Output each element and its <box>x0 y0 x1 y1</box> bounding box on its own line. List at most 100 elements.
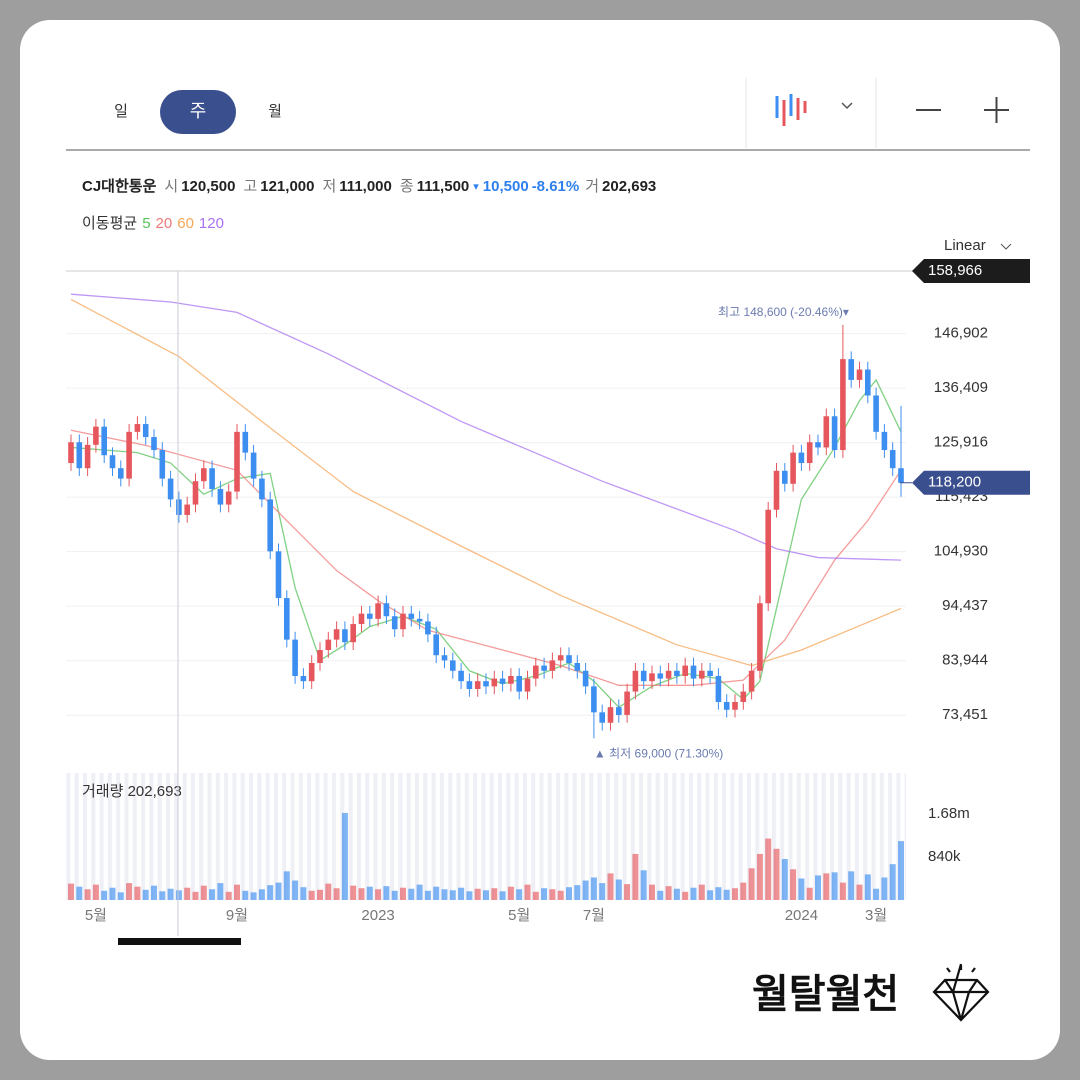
candle-body <box>707 670 713 676</box>
stock-name: CJ대한통운 <box>82 178 157 195</box>
volume-bar <box>358 888 365 900</box>
volume-bar <box>167 888 174 900</box>
candle-body <box>250 452 257 479</box>
candle-body <box>806 442 813 464</box>
quote-line: CJ대한통운 시 120,500 고 121,000 저 111,000 종 111,500 ▾ 1… <box>82 178 656 195</box>
price-tag <box>912 259 1030 283</box>
tab[interactable]: 월 <box>268 103 282 120</box>
volume-bar <box>507 886 514 900</box>
candle-body <box>159 450 166 479</box>
ma-legend-item: 120 <box>199 215 224 232</box>
x-tick-label: 2023 <box>361 907 394 924</box>
volume-bar <box>209 889 216 900</box>
candle-body <box>317 650 323 663</box>
volume-bar <box>101 890 108 900</box>
volume-bar <box>864 874 871 900</box>
volume-bar <box>466 891 473 900</box>
volume-bar <box>848 871 855 900</box>
volume-bar <box>690 887 697 900</box>
volume-bar <box>258 889 265 900</box>
volume-bar <box>756 853 763 900</box>
min-annotation: ▲ 최저 69,000 (71.30%) <box>594 746 723 760</box>
candle-body <box>491 678 498 687</box>
volume-bar <box>839 882 846 900</box>
x-tick-label: 2024 <box>785 907 818 924</box>
candle-body <box>616 707 622 715</box>
candle-body <box>416 618 423 622</box>
tab[interactable]: 주 <box>190 101 207 121</box>
change-arrow: ▾ <box>473 181 479 193</box>
scale-chevron[interactable] <box>1000 243 1012 250</box>
volume-bar <box>375 889 382 900</box>
tab[interactable]: 일 <box>114 103 128 120</box>
volume-bar <box>317 889 323 900</box>
card <box>20 20 1060 1060</box>
volume-bar <box>325 883 332 900</box>
y-tick-label: 104,930 <box>934 543 988 560</box>
volume-bar <box>458 887 465 900</box>
candle-body <box>425 621 431 635</box>
volume-bar <box>416 884 423 900</box>
y-tick-label: 73,451 <box>942 706 988 723</box>
candle-body <box>508 675 514 684</box>
candle-body <box>840 359 846 451</box>
candle-body <box>773 470 780 510</box>
volume-bar <box>599 883 606 900</box>
quote-label: 저 <box>322 178 336 195</box>
zoom-in[interactable] <box>984 97 1009 123</box>
dropdown-chevron[interactable] <box>841 102 853 110</box>
volume-bar <box>408 888 415 900</box>
x-tick-label: 5월 <box>85 907 107 924</box>
volume-bar <box>715 887 722 900</box>
candle-body <box>873 395 879 432</box>
chart-type-icon[interactable] <box>775 94 807 126</box>
candle-body <box>715 675 722 702</box>
volume-bar <box>234 884 240 900</box>
active-tab-pill[interactable] <box>160 90 236 134</box>
volume-bar <box>574 885 581 900</box>
volume-bar <box>483 890 489 900</box>
volume-bar <box>341 812 348 900</box>
volume-bar <box>698 884 705 900</box>
volume-tick-label: 840k <box>928 848 961 865</box>
candle-body <box>93 426 99 445</box>
x-tick-label: 9월 <box>226 907 248 924</box>
volume-bar <box>350 885 357 900</box>
scroll-indicator[interactable] <box>118 938 241 945</box>
volume-bar <box>68 883 74 900</box>
volume-bar <box>283 871 290 900</box>
volume-bar <box>615 879 622 900</box>
y-tick-label: 83,944 <box>942 652 988 669</box>
candle-body <box>400 613 406 630</box>
candle-body <box>217 488 224 505</box>
candle-body <box>591 686 597 713</box>
candle-body <box>176 499 182 515</box>
candle-body <box>632 670 639 692</box>
volume-bar <box>200 885 207 900</box>
ma-legend-item: 60 <box>177 215 194 232</box>
volume-bar <box>673 888 680 900</box>
candle-body <box>640 670 647 682</box>
candle-body <box>101 426 107 456</box>
candle-body <box>499 678 506 684</box>
candle-body <box>201 468 207 482</box>
quote-value: 111,500 <box>417 178 470 195</box>
candle-body <box>607 707 614 723</box>
candle-body <box>516 675 522 692</box>
volume-bar <box>184 887 191 900</box>
volume-bar <box>126 883 133 900</box>
volume-bar <box>549 889 556 900</box>
y-tick-label: 136,409 <box>934 379 988 396</box>
candle-body <box>524 678 531 692</box>
candle-body <box>798 452 805 464</box>
candle-body <box>109 455 116 469</box>
change: 10,500 <box>483 178 529 195</box>
candle-body <box>815 442 821 448</box>
candle-body <box>333 629 340 640</box>
volume-bar <box>383 886 390 900</box>
ma-legend-item: 5 <box>142 215 150 232</box>
volume-label: 거래량 202,693 <box>82 783 182 800</box>
volume-bar <box>532 891 539 900</box>
scale-mode[interactable]: Linear <box>944 237 986 254</box>
volume-bar <box>665 886 672 900</box>
